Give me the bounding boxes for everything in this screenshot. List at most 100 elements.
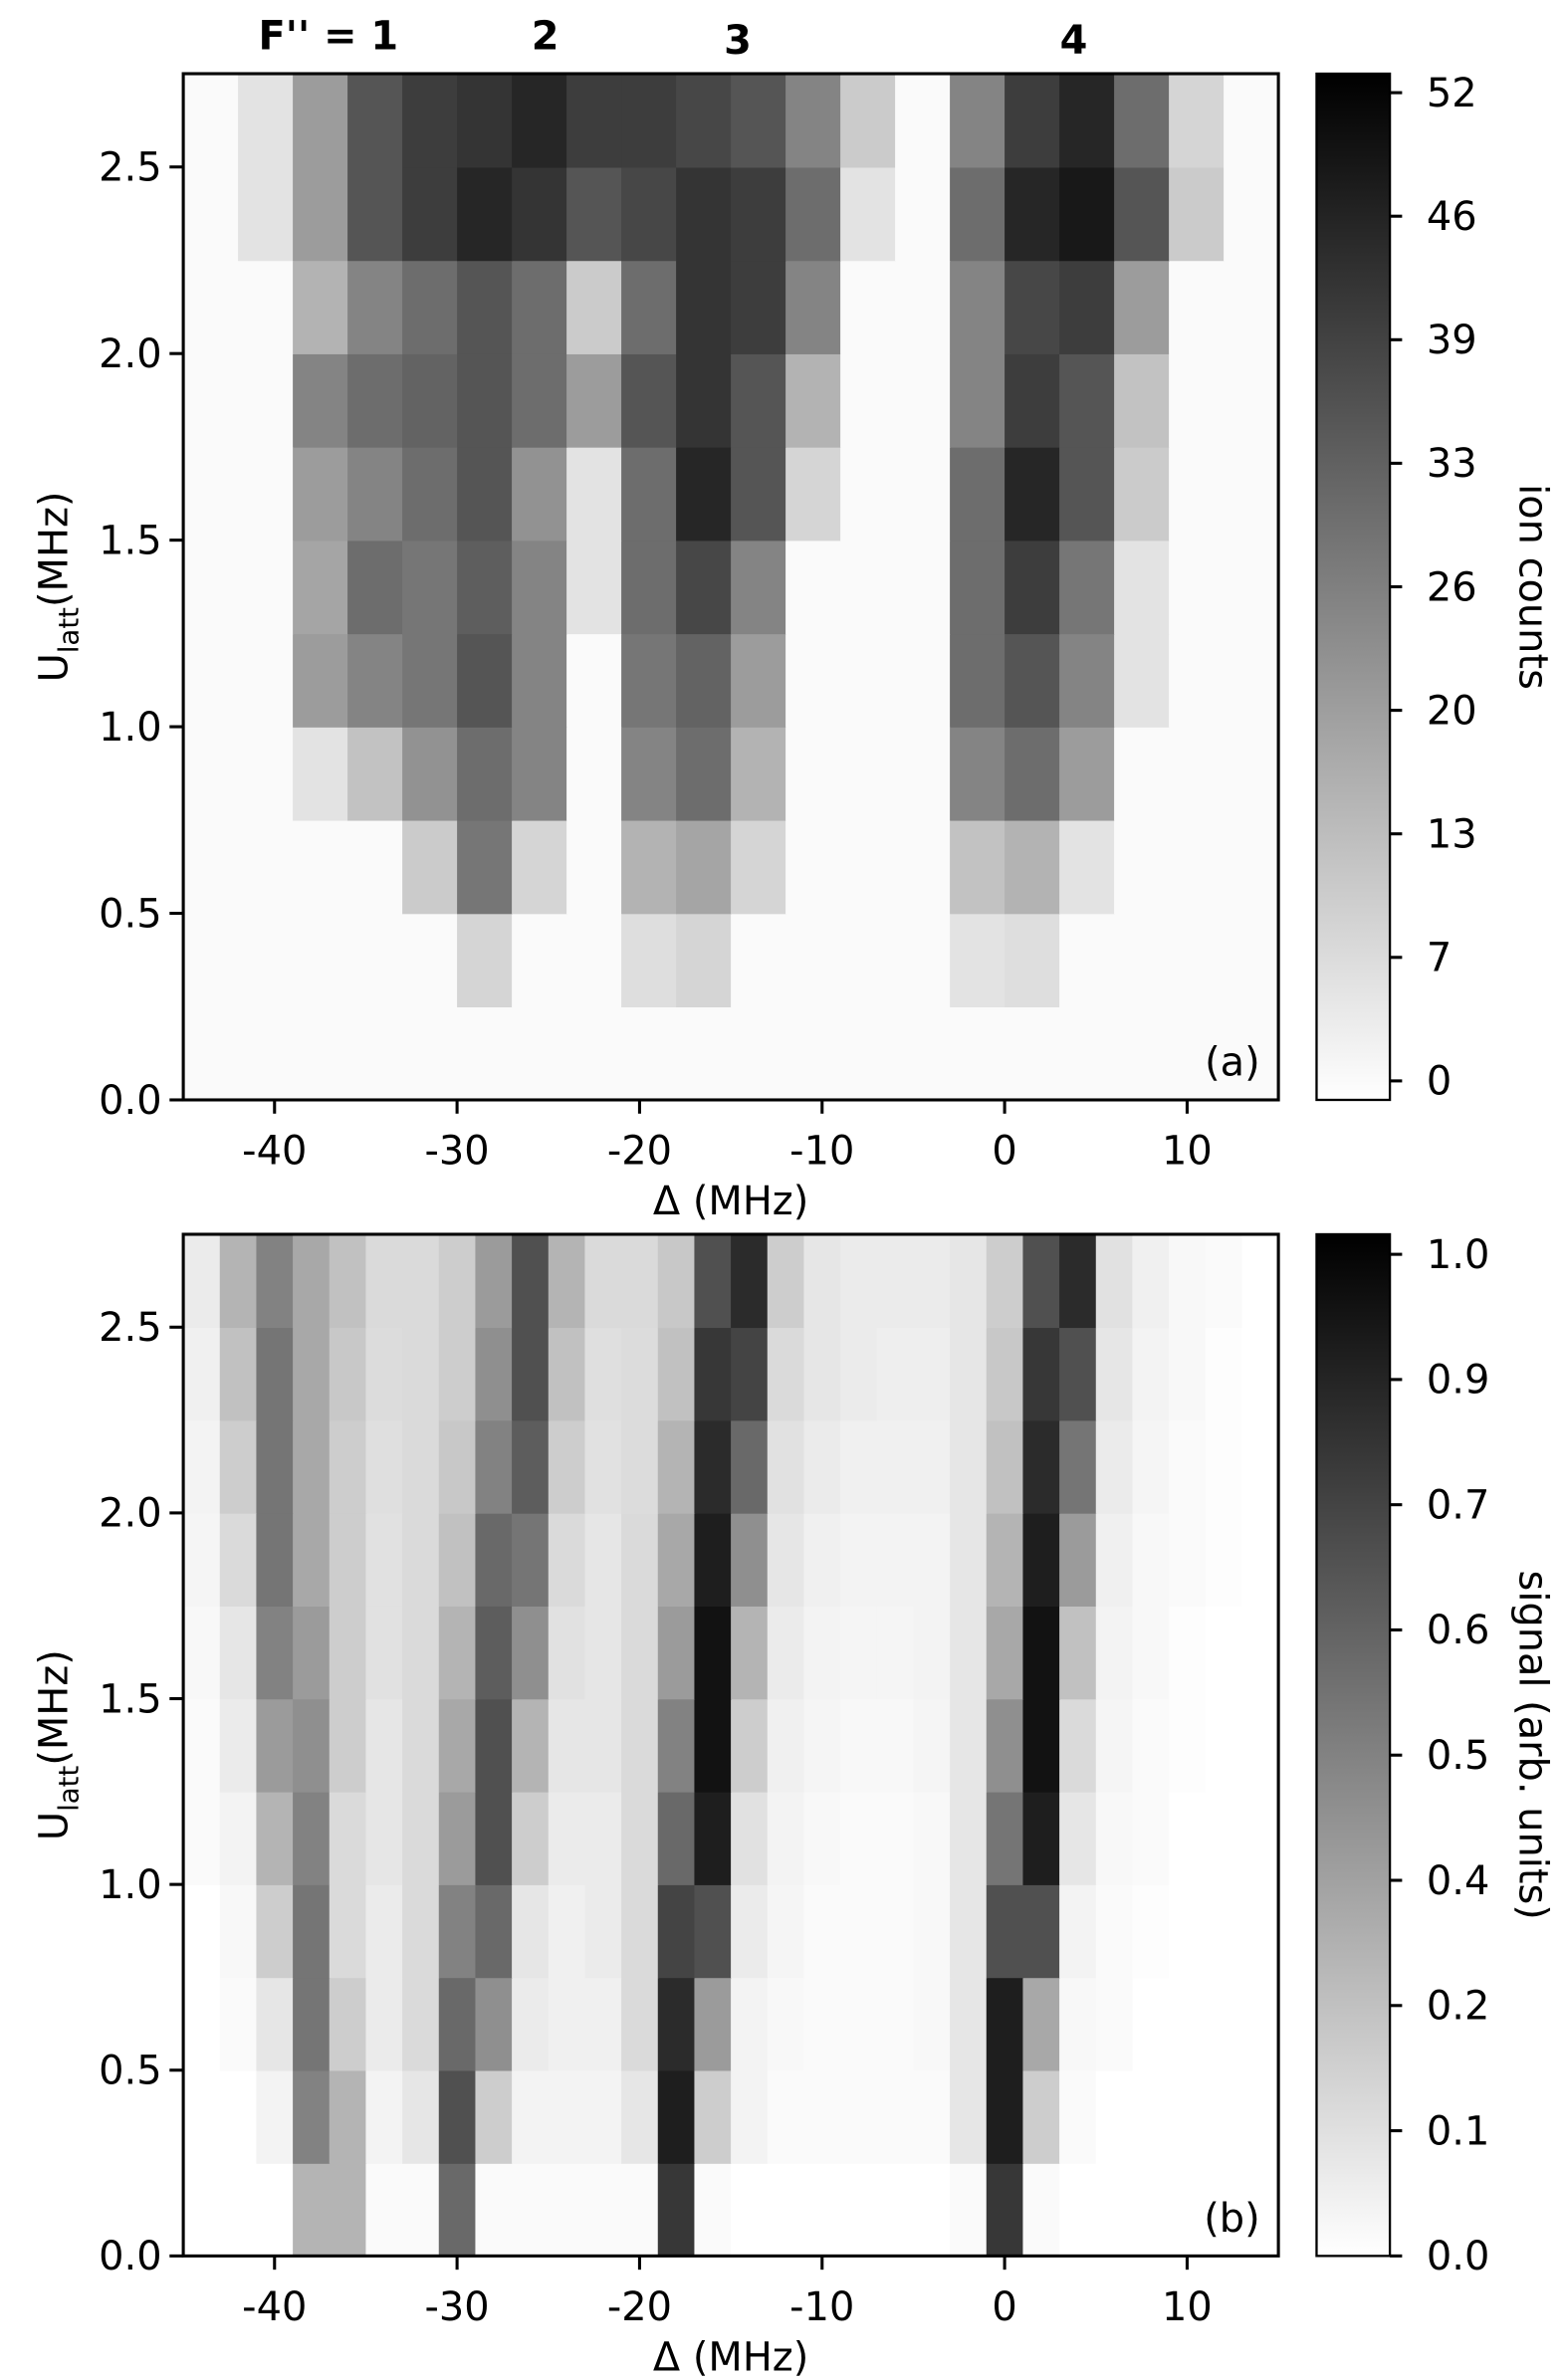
colorbar-tick-label: 20	[1427, 688, 1477, 734]
heatmap-cell	[785, 540, 841, 635]
heatmap-cell	[840, 1977, 878, 2071]
heatmap-cell	[785, 260, 841, 354]
heatmap-cell	[1005, 913, 1060, 1008]
heatmap-cell	[657, 1698, 696, 1793]
heatmap-cell	[950, 540, 1005, 635]
heatmap-cell	[238, 819, 294, 915]
heatmap-cell	[566, 1006, 622, 1100]
heatmap-cell	[402, 540, 458, 635]
heatmap-cell	[293, 1791, 331, 1885]
heatmap-cell	[238, 540, 294, 635]
heatmap-cell	[913, 1698, 951, 1793]
heatmap-cell	[183, 913, 239, 1008]
heatmap-cell	[913, 1884, 951, 1979]
heatmap-cell	[950, 260, 1005, 354]
heatmap-cell	[584, 1327, 622, 1421]
heatmap-cell	[402, 1006, 458, 1100]
heatmap-cell	[329, 1698, 367, 1793]
x-tick-label: 10	[1162, 1128, 1213, 1174]
heatmap-cell	[183, 2069, 221, 2164]
heatmap-cell	[402, 1977, 440, 2071]
colorbar-tick-label: 52	[1427, 71, 1477, 116]
heatmap-cell	[584, 1884, 622, 1979]
colorbar	[1315, 1232, 1392, 2258]
heatmap-cell	[1059, 353, 1115, 448]
heatmap-cell	[1169, 1698, 1207, 1793]
heatmap-cell	[731, 166, 786, 262]
heatmap-cell	[1241, 1698, 1279, 1793]
heatmap-cell	[1022, 1606, 1060, 1700]
heatmap-cell	[1169, 819, 1225, 915]
heatmap-cell	[950, 727, 1005, 821]
heatmap-cell	[1005, 633, 1060, 728]
heatmap-cell	[1132, 1977, 1170, 2071]
heatmap-cell	[1095, 2163, 1134, 2257]
heatmap-cell	[621, 166, 677, 262]
heatmap-cell	[512, 540, 567, 635]
heatmap-cell	[621, 1606, 659, 1700]
heatmap-cell	[238, 1006, 294, 1100]
x-tick-label: -10	[789, 2284, 854, 2330]
heatmap-cell	[475, 1233, 513, 1329]
colorbar-tick-label: 0.4	[1427, 1858, 1489, 1904]
heatmap-cell	[1241, 1791, 1279, 1885]
heatmap-cell	[512, 1884, 550, 1979]
heatmap-cell	[950, 2163, 988, 2257]
heatmap-cell	[438, 1698, 477, 1793]
heatmap-cell	[1114, 260, 1170, 354]
heatmap-cell	[803, 1977, 841, 2071]
heatmap-cell	[621, 727, 677, 821]
heatmap-cell	[767, 1512, 805, 1607]
heatmap-cell	[457, 353, 513, 448]
heatmap-cell	[566, 819, 622, 915]
colorbar-tick-label: 0.6	[1427, 1608, 1489, 1653]
heatmap-cell	[1224, 913, 1279, 1008]
heatmap-cell	[1059, 1977, 1097, 2071]
heatmap-cell	[512, 1977, 550, 2071]
heatmap-cell	[676, 74, 732, 168]
heatmap-cell	[347, 633, 403, 728]
heatmap-cell	[803, 1512, 841, 1607]
heatmap-cell	[1022, 2069, 1060, 2164]
heatmap-cell	[621, 2163, 659, 2257]
heatmap-cell	[438, 1977, 477, 2071]
heatmap-cell	[1169, 913, 1225, 1008]
heatmap-cell	[1224, 74, 1279, 168]
heatmap-cell	[1169, 1327, 1207, 1421]
heatmap-cell	[293, 727, 348, 821]
heatmap-cell	[731, 1327, 769, 1421]
heatmap-cell	[986, 1327, 1024, 1421]
heatmap-cell	[785, 633, 841, 728]
heatmap-cell	[1059, 540, 1115, 635]
heatmap-cell	[1205, 1233, 1243, 1329]
heatmap-cell	[512, 1327, 550, 1421]
heatmap-cell	[183, 166, 239, 262]
heatmap-cell	[1095, 2069, 1134, 2164]
heatmap-cell	[1132, 1419, 1170, 1514]
heatmap-cell	[1059, 260, 1115, 354]
heatmap-cell	[657, 1233, 696, 1329]
heatmap-cell	[293, 819, 348, 915]
heatmap-cell	[1241, 2069, 1279, 2164]
heatmap-cell	[512, 446, 567, 541]
heatmap-cell	[657, 1977, 696, 2071]
heatmap-cell	[767, 1884, 805, 1979]
heatmap-cell	[1169, 2069, 1207, 2164]
heatmap-cell	[876, 1698, 915, 1793]
heatmap-cell	[1169, 353, 1225, 448]
x-tick-label: -40	[242, 1128, 307, 1174]
heatmap-cell	[1095, 1884, 1134, 1979]
heatmap-cell	[731, 819, 786, 915]
heatmap-cell	[876, 2069, 915, 2164]
heatmap-cell	[293, 1606, 331, 1700]
heatmap-cell	[913, 1327, 951, 1421]
heatmap-cell	[1169, 1884, 1207, 1979]
heatmap-cell	[1241, 1327, 1279, 1421]
heatmap-cell	[1059, 1698, 1097, 1793]
heatmap-cell	[876, 1791, 915, 1885]
x-tick-label: -20	[607, 2284, 672, 2330]
heatmap-cell	[1059, 166, 1115, 262]
heatmap-cell	[512, 1006, 567, 1100]
heatmap-cell	[657, 2163, 696, 2257]
heatmap-cell	[457, 633, 513, 728]
